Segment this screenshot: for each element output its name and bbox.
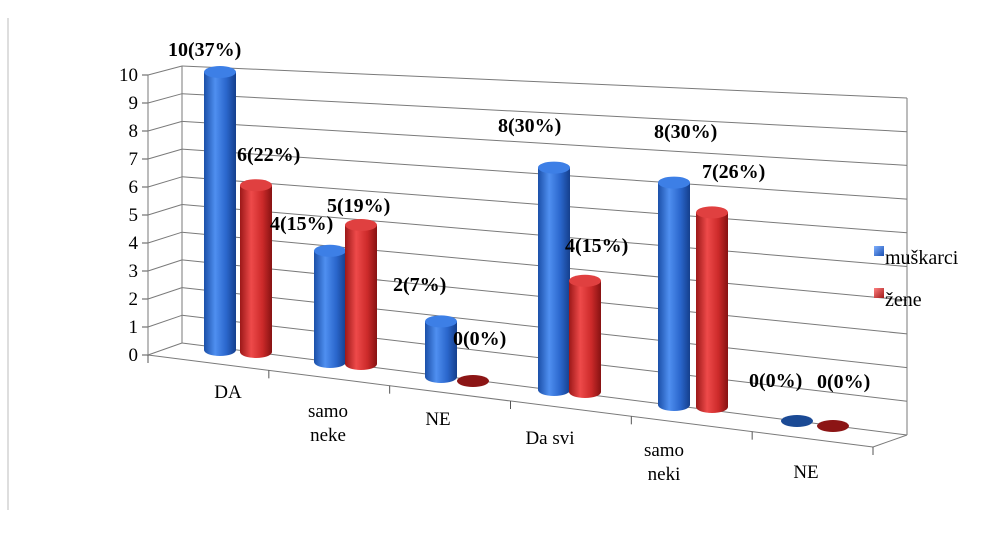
y-tick-label: 0 xyxy=(129,345,139,366)
gridline-back xyxy=(181,93,908,133)
bar-top-muškarci-1 xyxy=(314,244,346,257)
legend-label: muškarci xyxy=(885,247,959,269)
x-tick-label: samo neki xyxy=(644,440,684,485)
bar-top-muškarci-4 xyxy=(658,176,690,189)
bar-žene-3 xyxy=(569,280,601,398)
data-label: 8(30%) xyxy=(498,115,561,137)
legend-swatch-zene xyxy=(874,288,884,298)
data-labels: 10(37%) 4(15%) 2(7%) 8(30%) 8(30%) 0(0%) 6(22%… xyxy=(168,39,870,393)
x-tick-label: samo neke xyxy=(308,401,348,446)
bar-top-muškarci-0 xyxy=(204,66,236,78)
gridline-side xyxy=(147,65,183,76)
bar-top-muškarci-3 xyxy=(538,161,570,174)
gridline-side xyxy=(147,259,183,272)
data-label: 0(0%) xyxy=(453,328,506,350)
bar-top-žene-1 xyxy=(345,219,377,231)
y-tick-label: 7 xyxy=(129,149,139,170)
data-label: 0(0%) xyxy=(817,371,870,393)
x-tick-label: Da svi xyxy=(525,428,574,449)
y-tick-label: 1 xyxy=(129,317,139,338)
bar-žene-4 xyxy=(696,212,728,413)
bar-muškarci-5 xyxy=(781,415,813,427)
gridline-side xyxy=(147,204,183,216)
gridline-side xyxy=(147,287,183,300)
data-label: 10(37%) xyxy=(168,39,241,61)
bar-žene-5 xyxy=(817,420,849,432)
y-tick-label: 3 xyxy=(129,261,139,282)
data-label: 0(0%) xyxy=(749,370,802,392)
data-label: 2(7%) xyxy=(393,274,446,296)
gridline-back xyxy=(181,120,908,166)
bar-top-žene-4 xyxy=(696,206,728,219)
y-tick-label: 5 xyxy=(129,205,139,226)
bar-top-muškarci-2 xyxy=(425,315,457,328)
data-label: 8(30%) xyxy=(654,121,717,143)
data-label: 5(19%) xyxy=(327,195,390,217)
x-tick-label: NE xyxy=(793,462,818,483)
bars xyxy=(204,66,849,432)
y-tick-label: 4 xyxy=(129,233,139,254)
x-tick-label: DA xyxy=(214,382,242,403)
gridline-side xyxy=(147,231,183,244)
gridline-side xyxy=(147,93,183,104)
y-tick-label: 2 xyxy=(129,289,139,310)
data-label: 6(22%) xyxy=(237,144,300,166)
bar-žene-0 xyxy=(240,185,272,358)
bar-muškarci-2 xyxy=(425,321,457,383)
data-label: 7(26%) xyxy=(702,161,765,183)
legend-label: žene xyxy=(885,289,922,311)
gridline-side xyxy=(147,342,183,356)
y-tick-label: 8 xyxy=(129,121,139,142)
gridline-side xyxy=(147,148,183,160)
floor-right-edge xyxy=(872,434,908,448)
bar-top-žene-3 xyxy=(569,274,601,287)
gridline-side xyxy=(147,120,183,132)
y-tick-label: 6 xyxy=(129,177,139,198)
gridline-side xyxy=(147,314,183,328)
bar-muškarci-1 xyxy=(314,250,346,368)
x-tick-label: NE xyxy=(425,409,450,430)
y-tick-label: 9 xyxy=(129,93,139,114)
bar-žene-1 xyxy=(345,225,377,370)
bar-muškarci-0 xyxy=(204,72,236,356)
bar-muškarci-3 xyxy=(538,167,570,396)
axes: 0 1 2 3 4 5 6 7 8 9 10 DA samo neke NE Da svi samo neki NE xyxy=(119,65,908,485)
bar-muškarci-4 xyxy=(658,182,690,411)
data-label: 4(15%) xyxy=(270,213,333,235)
gridline-side xyxy=(147,176,183,188)
legend: muškarci žene xyxy=(874,246,959,311)
legend-swatch-muskarci xyxy=(874,246,884,256)
data-label: 4(15%) xyxy=(565,235,628,257)
bar-top-žene-0 xyxy=(240,179,272,192)
y-tick-label: 10 xyxy=(119,65,138,86)
gridline-back xyxy=(181,65,908,99)
bar-žene-2 xyxy=(457,375,489,387)
